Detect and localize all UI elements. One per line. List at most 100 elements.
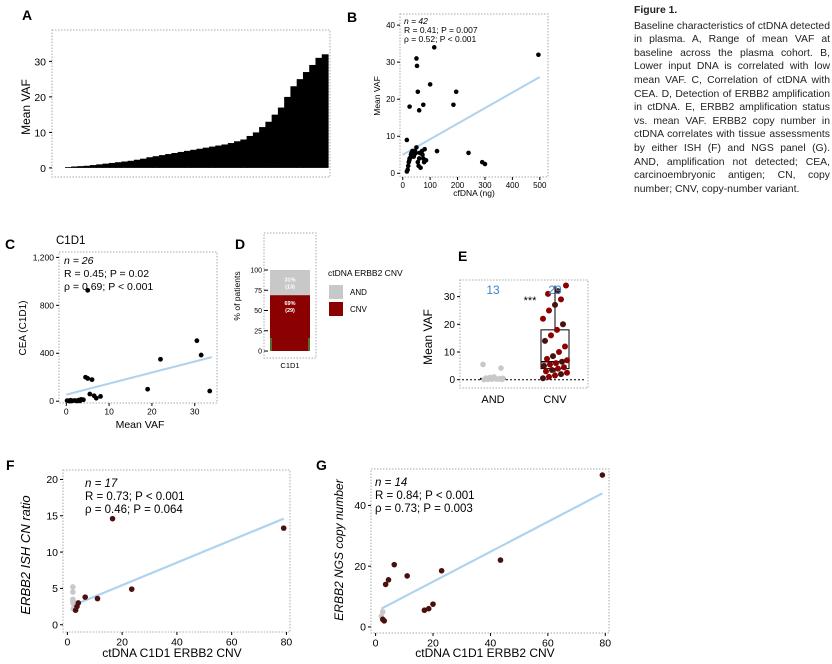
- panel-g-r: R = 0.84; P < 0.001: [375, 490, 475, 502]
- red-point: [425, 605, 432, 612]
- bar: [277, 107, 285, 168]
- bar: [146, 157, 154, 168]
- x-tick-label: 500: [533, 181, 547, 190]
- panel-d-legend-label-and: AND: [350, 288, 367, 297]
- panel-e-x-tick-and: AND: [481, 394, 504, 406]
- cnv-point: [552, 301, 558, 308]
- y-tick-label: 0: [52, 619, 58, 631]
- data-point: [77, 398, 83, 404]
- bar: [96, 164, 104, 168]
- panel-f-rho: ρ = 0.46; P = 0.064: [85, 504, 183, 516]
- bar: [252, 132, 260, 168]
- data-point: [158, 356, 163, 362]
- panel-d-bars: 31%(13) 69%(29) 0 25 50 75 100: [250, 268, 310, 356]
- cnv-point: [564, 369, 570, 376]
- bar: [284, 96, 292, 168]
- cnv-point: [560, 321, 566, 328]
- y-tick-label: 50: [254, 308, 262, 315]
- bar: [209, 146, 216, 168]
- red-point: [94, 595, 101, 602]
- x-tick-label: 40: [171, 637, 183, 649]
- panel-e-significance: ***: [524, 295, 538, 307]
- bar: [202, 147, 210, 168]
- red-point: [385, 577, 392, 583]
- panel-f-letter: F: [6, 457, 15, 473]
- panel-g-points: [378, 472, 606, 624]
- red-point: [421, 607, 428, 614]
- cnv-point: [546, 373, 552, 380]
- bar: [309, 64, 317, 168]
- x-tick-label: 0: [373, 638, 379, 650]
- data-point: [418, 165, 423, 171]
- x-tick-label: 300: [478, 181, 492, 190]
- panel-c-frame: [58, 251, 218, 404]
- data-point: [451, 102, 456, 108]
- panel-c-points: [64, 287, 213, 404]
- cnv-point: [543, 368, 549, 375]
- data-point: [536, 52, 541, 58]
- data-point: [93, 395, 99, 401]
- bar: [183, 150, 191, 168]
- red-point: [599, 472, 606, 478]
- cnv-point: [540, 315, 546, 322]
- panel-c-x-label: Mean VAF: [116, 419, 165, 431]
- data-point: [413, 150, 419, 156]
- panel-c-rho: ρ = 0.69; P < 0.001: [64, 281, 153, 293]
- bar: [171, 152, 179, 168]
- gray-point: [70, 584, 76, 590]
- data-point: [431, 45, 437, 50]
- cnv-point: [556, 349, 562, 355]
- red-point: [109, 515, 116, 522]
- bar: [115, 162, 122, 168]
- panel-c-n: n = 26: [64, 255, 94, 267]
- x-tick-label: 400: [506, 181, 520, 190]
- data-point: [482, 161, 488, 167]
- panel-e-x-tick-cnv: CNV: [543, 394, 567, 406]
- panel-c-ticks: 0 10 20 30 0 400 800 1,200: [33, 252, 200, 416]
- panel-f-r: R = 0.73; P < 0.001: [85, 491, 185, 503]
- bar: [296, 79, 304, 168]
- panel-b-y-label: Mean VAF: [372, 76, 382, 116]
- bar: [321, 54, 329, 168]
- data-point: [414, 145, 419, 150]
- bar: [90, 165, 97, 168]
- cnv-point: [544, 355, 550, 362]
- data-point: [407, 104, 412, 109]
- panel-d-frame: [263, 232, 317, 359]
- panel-e-count-cnv: 29: [548, 283, 562, 297]
- y-tick-label: 0: [49, 396, 54, 406]
- bar: [65, 167, 72, 168]
- data-point: [453, 89, 459, 95]
- cnv-point: [550, 353, 556, 360]
- x-tick-label: 40: [485, 638, 497, 650]
- x-tick-label: 0: [401, 181, 406, 190]
- y-tick-label: 30: [444, 292, 456, 303]
- bar: [227, 143, 235, 168]
- bar-edge-left: [270, 338, 272, 351]
- panel-f-n: n = 17: [85, 478, 118, 490]
- and-point: [498, 365, 504, 371]
- panel-e: E 0 10 20 30 13 29 *** AND CNV Mean VAF: [421, 248, 589, 406]
- bar: [102, 163, 110, 168]
- cnv-point: [546, 307, 552, 314]
- cnv-point: [554, 326, 560, 333]
- bar: [140, 158, 148, 168]
- red-point: [75, 600, 82, 606]
- gray-point: [379, 608, 386, 615]
- bar: [127, 160, 135, 168]
- data-point: [69, 398, 74, 404]
- panel-f-points: [70, 515, 287, 614]
- panel-g-regression-line: [380, 492, 603, 610]
- y-tick-label: 1,200: [33, 252, 55, 262]
- red-point: [430, 601, 436, 607]
- panel-b-points: [404, 45, 541, 174]
- y-tick-label: 20: [46, 474, 58, 486]
- data-point: [198, 352, 204, 358]
- y-tick-label: 5: [52, 583, 58, 595]
- data-point: [466, 150, 471, 156]
- data-point: [414, 56, 419, 61]
- panel-b-letter: B: [347, 9, 357, 25]
- panel-f: F 0 20 40 60 80 0 5 10 15 20 n = 17 R = 0.73; P <…: [6, 457, 292, 660]
- bar: [121, 161, 129, 168]
